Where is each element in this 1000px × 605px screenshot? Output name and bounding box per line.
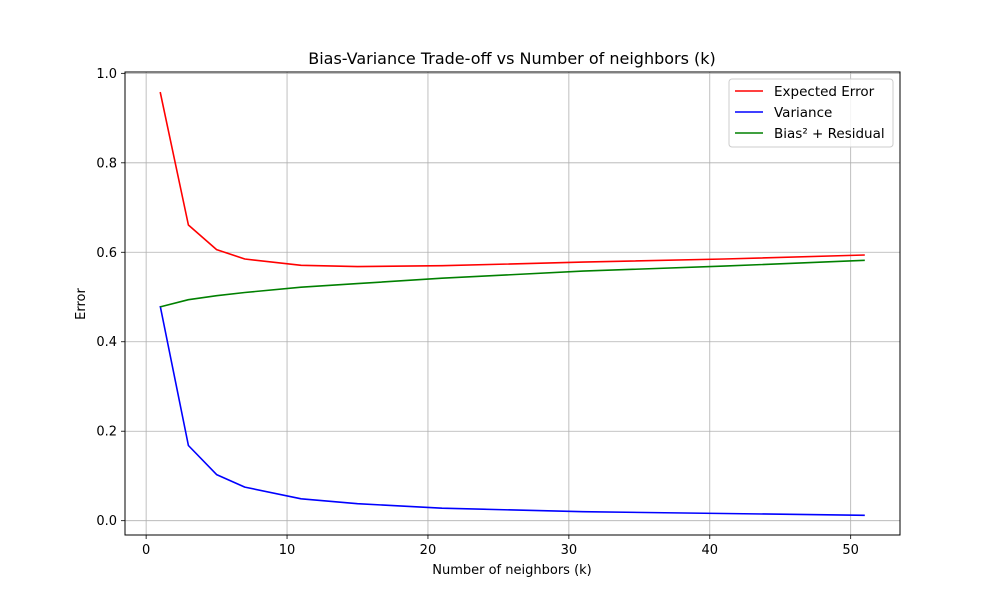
x-tick-label: 20 [420, 543, 437, 558]
x-tick-label: 30 [561, 543, 578, 558]
series-lines [159, 91, 865, 517]
y-tick-label: 0.2 [96, 425, 117, 440]
y-tick-label: 0.8 [96, 156, 117, 171]
axis-ticks: 0 10 20 30 40 50 0.0 0.2 0.4 0.6 0.8 1.0 [96, 67, 859, 558]
x-axis-label: Number of neighbors (k) [432, 563, 592, 578]
legend-box [728, 78, 894, 148]
x-tick-label: 50 [842, 543, 859, 558]
chart-title: Bias-Variance Trade-off vs Number of nei… [308, 49, 716, 68]
series-line-variance [159, 305, 865, 517]
legend-label-expected-error: Expected Error [774, 84, 875, 100]
series-line-expected-error [159, 91, 865, 268]
x-tick-label: 0 [142, 543, 150, 558]
y-tick-label: 0.0 [96, 514, 117, 529]
grid-lines [125, 72, 900, 535]
x-tick-label: 40 [701, 543, 718, 558]
plot-frame [124, 71, 901, 536]
y-tick-label: 1.0 [96, 67, 117, 82]
legend-label-bias-residual: Bias² + Residual [774, 126, 885, 142]
y-tick-label: 0.6 [96, 246, 117, 261]
y-axis-label: Error [74, 288, 89, 320]
y-tick-label: 0.4 [96, 335, 117, 350]
legend-label-variance: Variance [774, 105, 832, 121]
x-tick-label: 10 [279, 543, 296, 558]
series-line-bias-residual [160, 259, 865, 308]
legend: Expected Error Variance Bias² + Residual [728, 78, 894, 148]
